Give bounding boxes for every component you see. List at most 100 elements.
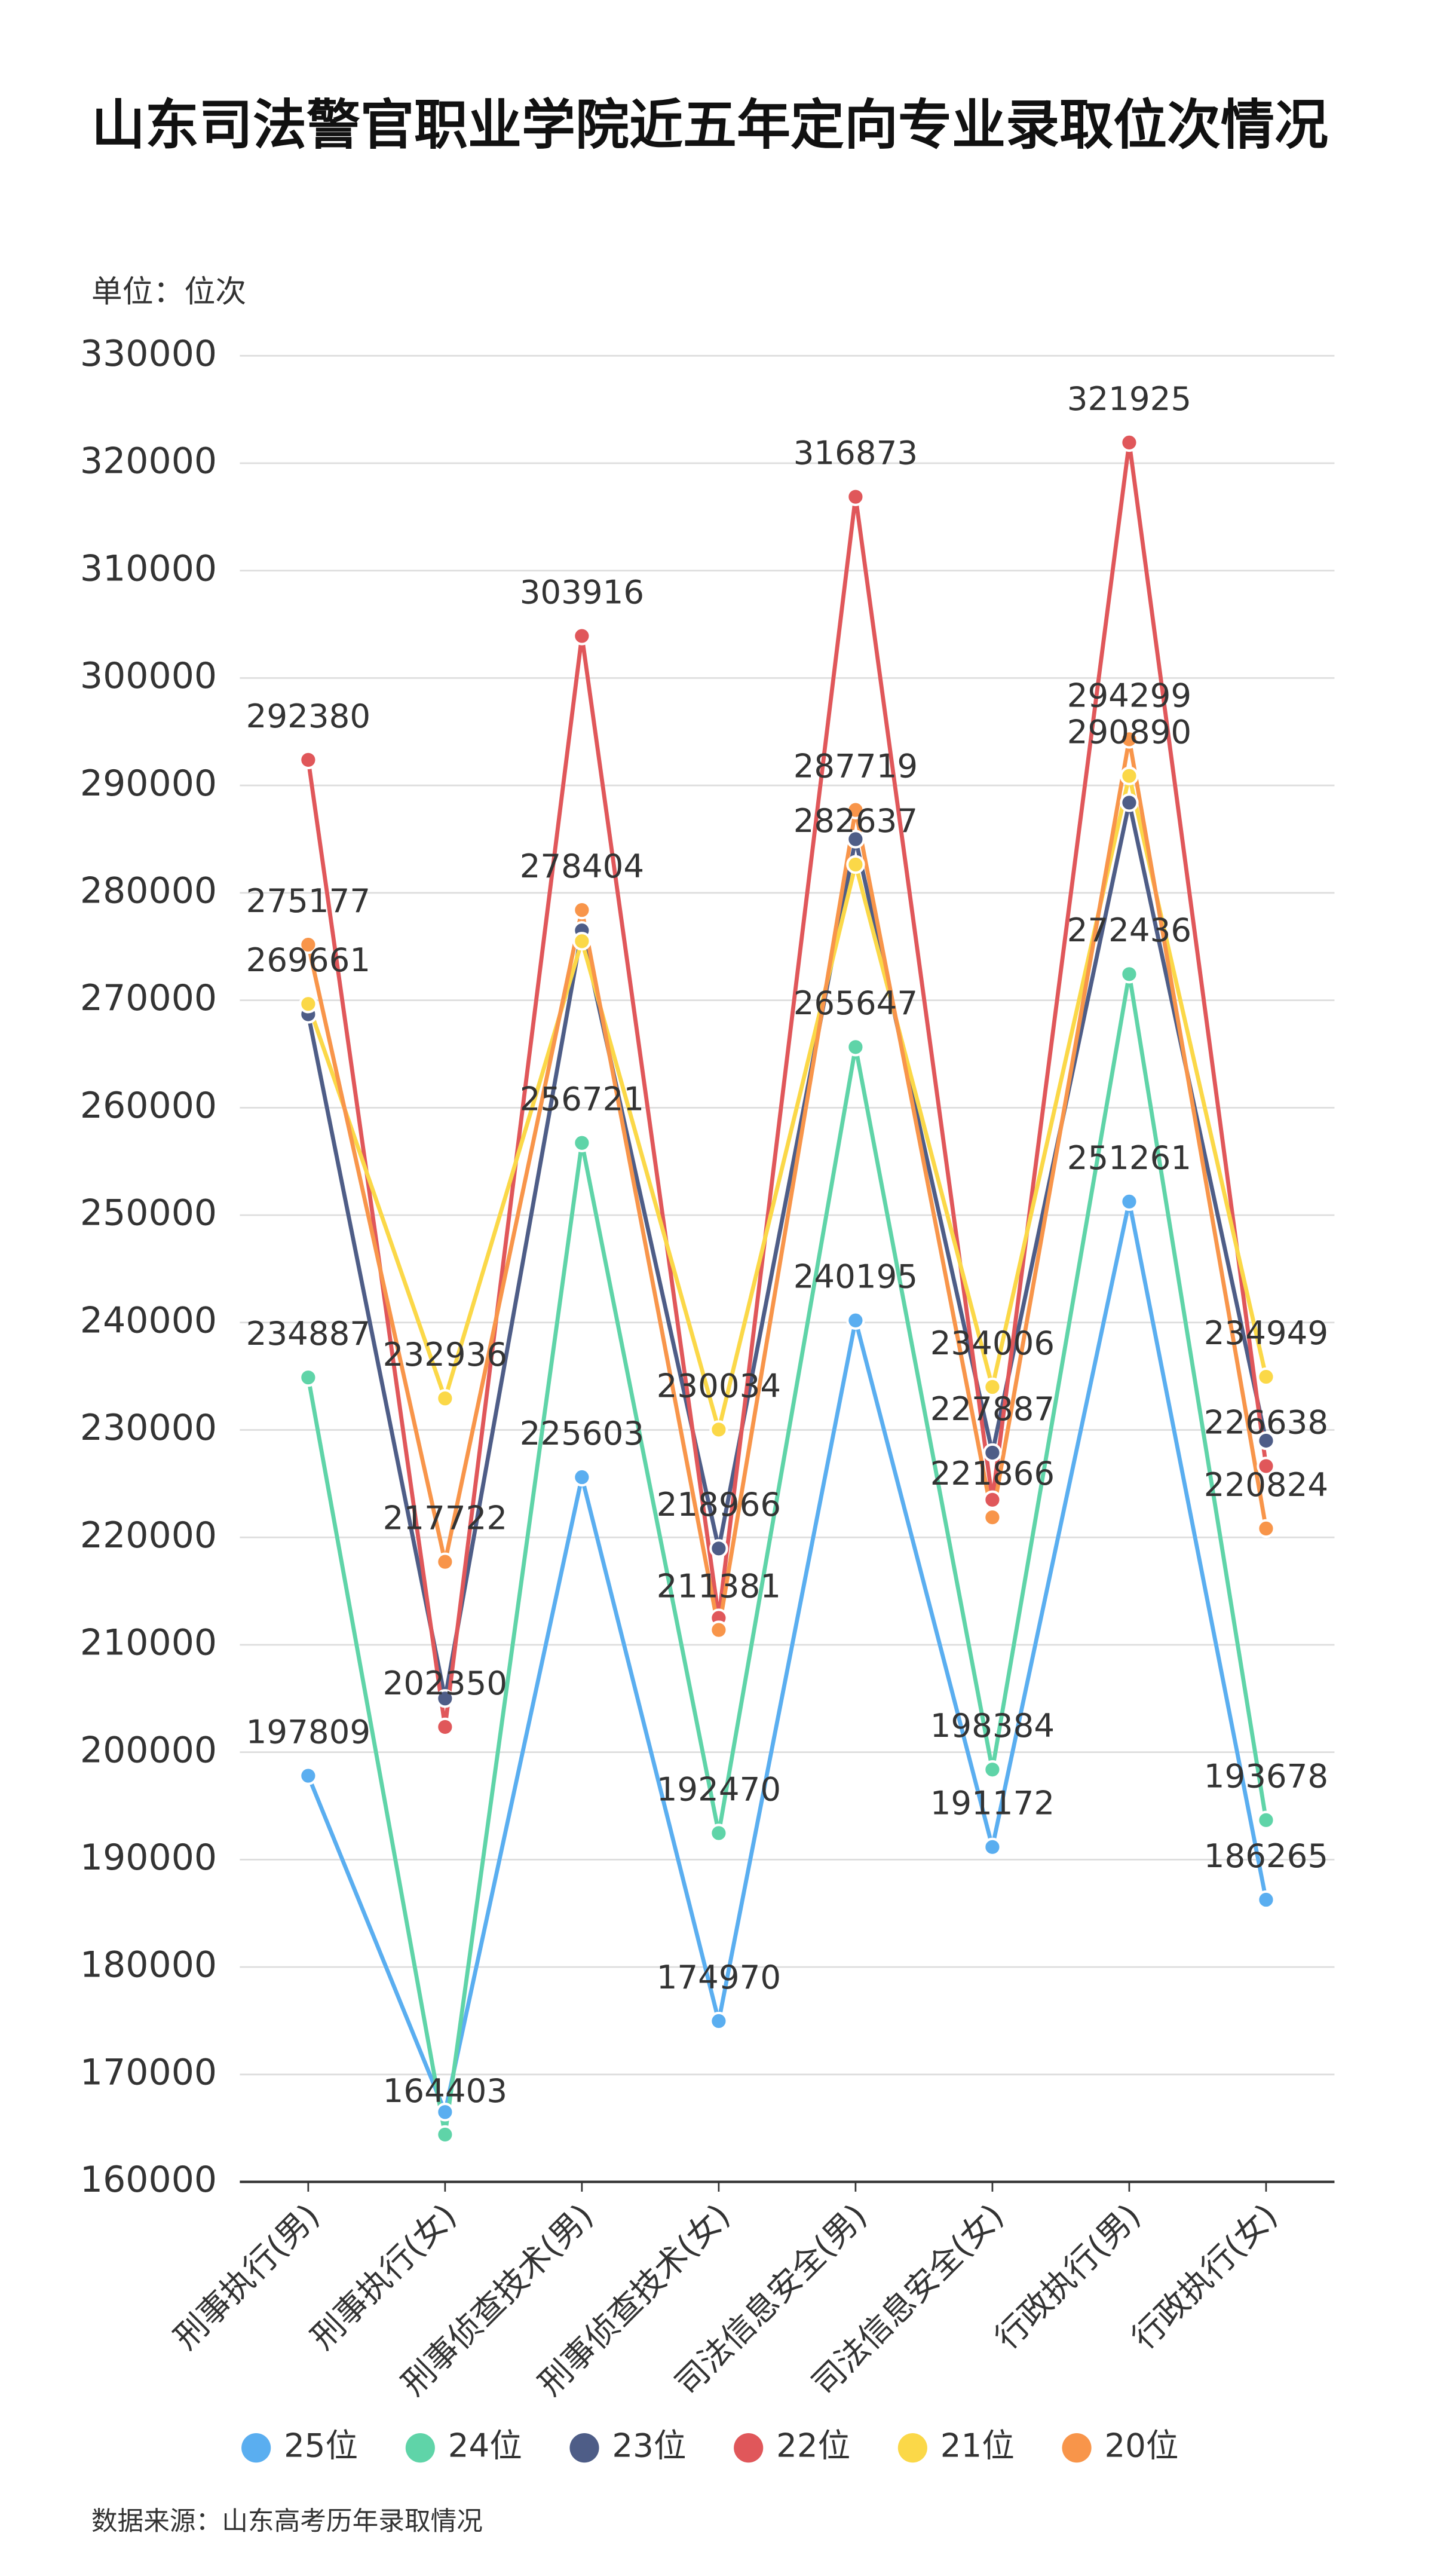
- data-point: [572, 900, 592, 920]
- y-tick-label: 160000: [80, 2159, 217, 2201]
- data-point: [572, 932, 592, 951]
- data-label: 251261: [1067, 1139, 1191, 1177]
- x-tick-label: 行政执行(女): [1124, 2196, 1285, 2357]
- data-point: [983, 1760, 1002, 1779]
- data-point: [983, 1837, 1002, 1857]
- legend-marker: [405, 2433, 435, 2463]
- data-label: 225603: [520, 1414, 644, 1452]
- data-label: 321925: [1067, 380, 1191, 418]
- data-point: [983, 1490, 1002, 1510]
- data-label: 290890: [1067, 713, 1191, 751]
- data-point: [1257, 1367, 1276, 1387]
- data-point: [846, 855, 865, 874]
- data-point: [846, 487, 865, 506]
- y-tick-label: 210000: [80, 1622, 217, 1664]
- data-point: [846, 830, 865, 849]
- data-point: [983, 1507, 1002, 1527]
- legend-marker: [241, 2433, 271, 2463]
- x-tick-label: 刑事执行(男): [167, 2196, 327, 2357]
- data-point: [1257, 1890, 1276, 1910]
- data-label: 265647: [793, 984, 918, 1022]
- data-label: 272436: [1067, 911, 1191, 949]
- y-tick-label: 230000: [80, 1407, 217, 1449]
- data-label: 197809: [246, 1712, 370, 1751]
- data-label: 287719: [793, 747, 918, 785]
- y-tick-label: 320000: [80, 440, 217, 482]
- data-label: 202350: [383, 1664, 507, 1702]
- y-tick-label: 330000: [80, 333, 217, 375]
- data-label: 234887: [246, 1314, 370, 1353]
- data-label: 230034: [657, 1366, 781, 1405]
- data-label: 211381: [657, 1567, 781, 1605]
- data-label: 278404: [520, 847, 644, 885]
- series-line: [306, 974, 1268, 2136]
- y-tick-label: 190000: [80, 1837, 217, 1879]
- data-point: [436, 1717, 455, 1737]
- data-point: [709, 1539, 728, 1558]
- y-tick-label: 250000: [80, 1192, 217, 1234]
- data-point: [1257, 1810, 1276, 1829]
- data-label: 232936: [383, 1335, 507, 1373]
- data-point: [299, 1367, 318, 1387]
- data-label: 226638: [1204, 1403, 1328, 1441]
- series-line: [306, 775, 1268, 1438]
- data-label: 191172: [930, 1784, 1055, 1822]
- y-tick-label: 270000: [80, 977, 217, 1019]
- data-point: [436, 1389, 455, 1408]
- y-tick-label: 290000: [80, 763, 217, 804]
- data-label: 220824: [1204, 1466, 1328, 1504]
- data-label: 164403: [383, 2072, 507, 2110]
- data-label: 227887: [930, 1390, 1055, 1428]
- data-label: 198384: [930, 1706, 1055, 1745]
- data-point: [709, 1620, 728, 1639]
- data-point: [1120, 793, 1139, 812]
- y-tick-label: 300000: [80, 655, 217, 697]
- legend-label: 22位: [776, 2427, 850, 2465]
- data-point: [572, 1133, 592, 1152]
- data-label: 234949: [1204, 1314, 1328, 1352]
- data-point: [299, 750, 318, 770]
- subtitle: 单位：位次: [91, 274, 246, 310]
- data-point: [1120, 766, 1139, 785]
- data-point: [436, 1689, 455, 1708]
- data-label: 174970: [657, 1958, 781, 1996]
- data-point: [572, 626, 592, 645]
- data-point: [1257, 1431, 1276, 1451]
- data-label: 316873: [793, 434, 918, 472]
- legend-marker: [569, 2433, 599, 2463]
- data-point: [436, 2125, 455, 2144]
- data-point: [1257, 1519, 1276, 1538]
- x-tick-label: 行政执行(男): [988, 2196, 1148, 2357]
- data-label: 282637: [793, 801, 918, 840]
- data-label: 292380: [246, 697, 370, 735]
- series-line: [306, 802, 1268, 1699]
- source: 数据来源：山东高考历年录取情况: [91, 2506, 483, 2537]
- data-point: [436, 2103, 455, 2122]
- series-line: [306, 739, 1268, 1630]
- data-label: 221866: [930, 1454, 1055, 1492]
- y-tick-label: 260000: [80, 1085, 217, 1127]
- y-tick-label: 240000: [80, 1299, 217, 1341]
- data-point: [299, 1766, 318, 1785]
- y-tick-label: 180000: [80, 1944, 217, 1986]
- data-label: 303916: [520, 573, 644, 611]
- data-point: [709, 1824, 728, 1843]
- y-tick-label: 220000: [80, 1515, 217, 1556]
- y-tick-label: 170000: [80, 2051, 217, 2093]
- data-point: [1120, 730, 1139, 749]
- data-label: 186265: [1204, 1837, 1328, 1875]
- data-point: [846, 1311, 865, 1330]
- data-point: [709, 2011, 728, 2031]
- data-label: 269661: [246, 941, 370, 979]
- data-point: [709, 1420, 728, 1439]
- data-point: [1120, 433, 1139, 452]
- data-label: 193678: [1204, 1757, 1328, 1795]
- data-point: [983, 1443, 1002, 1463]
- data-point: [983, 1377, 1002, 1397]
- data-label: 256721: [520, 1080, 644, 1118]
- legend-label: 23位: [612, 2427, 686, 2465]
- data-label: 217722: [383, 1499, 507, 1537]
- series-line: [306, 1201, 1268, 2119]
